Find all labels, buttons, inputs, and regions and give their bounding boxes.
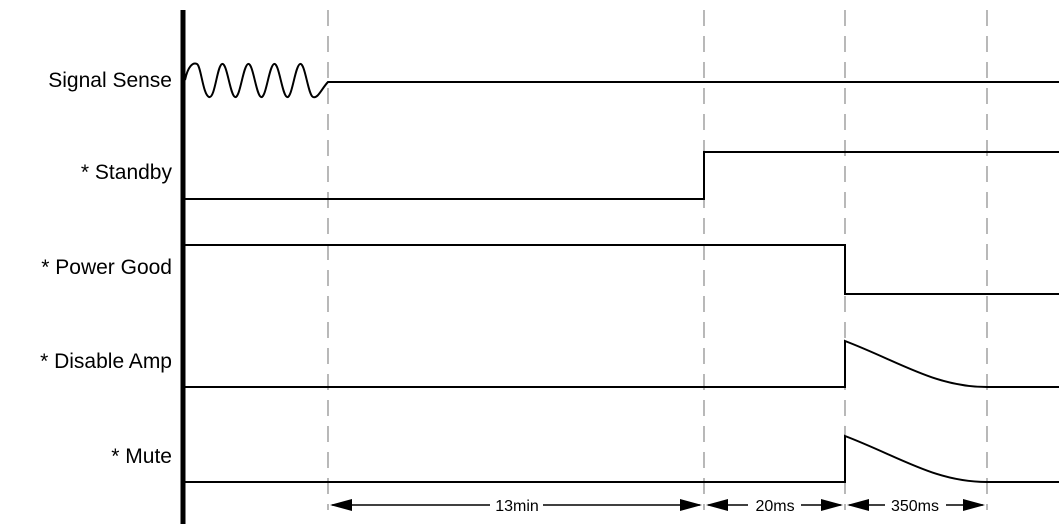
signal-label-standby: * Standby xyxy=(81,161,173,184)
interval-label-13min: 13min xyxy=(495,498,539,515)
signal-label-mute: * Mute xyxy=(111,445,172,468)
interval-label-350ms: 350ms xyxy=(891,498,939,515)
waveform-disable-amp xyxy=(185,339,1059,388)
interval-350ms: 350ms xyxy=(847,498,985,515)
interval-13min: 13min xyxy=(330,498,702,515)
signal-label-power-good: * Power Good xyxy=(41,256,172,279)
waveform-standby xyxy=(185,151,1059,200)
interval-20ms: 20ms xyxy=(706,498,843,515)
signal-label-disable-amp: * Disable Amp xyxy=(40,350,172,373)
signal-label-signal-sense: Signal Sense xyxy=(48,69,172,92)
waveform-power-good xyxy=(185,244,1059,295)
waveform-mute xyxy=(185,434,1059,483)
waveform-signal-sense xyxy=(184,62,1059,99)
interval-label-20ms: 20ms xyxy=(755,498,794,515)
